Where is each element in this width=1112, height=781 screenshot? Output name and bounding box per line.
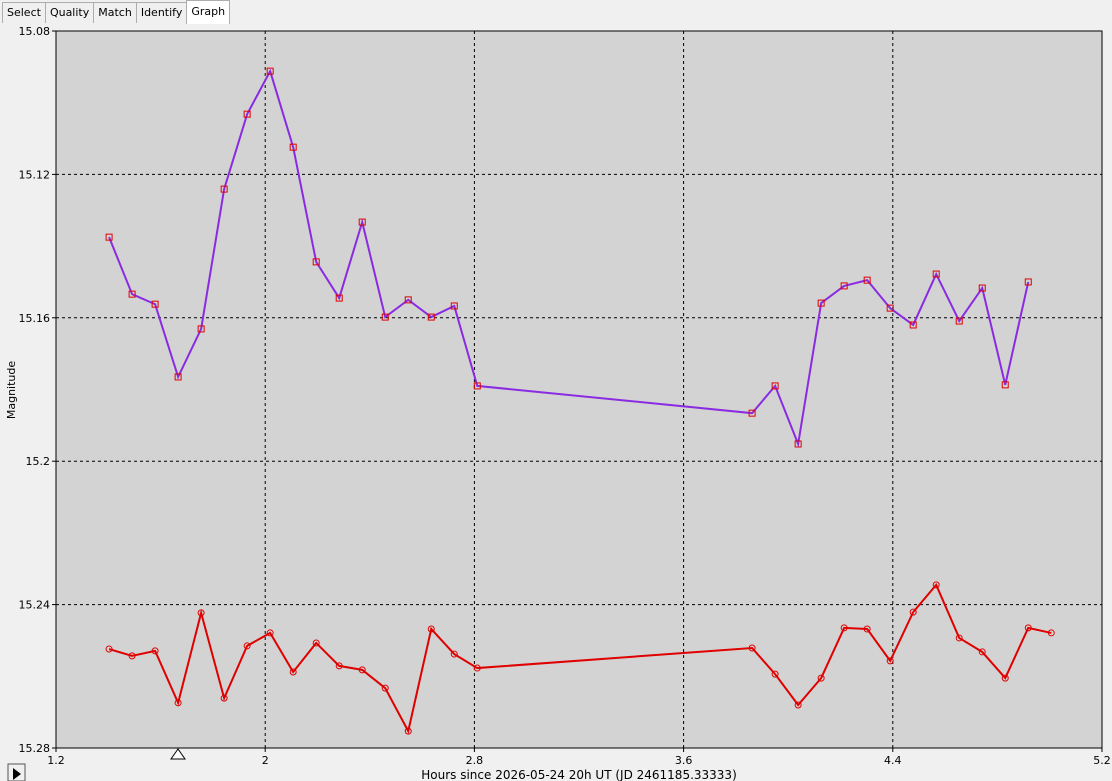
data-point [427,625,435,633]
y-tick-label: 15.08 [19,25,51,38]
play-icon [13,768,21,780]
data-point [932,581,940,589]
data-point [863,276,871,284]
data-point [978,284,986,292]
data-point [771,670,779,678]
tab[interactable]: Identify [135,2,188,23]
data-point [794,701,802,709]
data-point [381,684,389,692]
data-point [220,694,228,702]
data-point [174,373,182,381]
data-point [863,625,871,633]
data-point [909,608,917,616]
data-point [335,294,343,302]
plot-area: 1.2 2 2.8 3.6 4.4 5.2 15.08 15.12 15.16 15.2 15.24… [19,25,1111,767]
x-tick-label: 3.6 [675,754,693,767]
data-point [1047,629,1055,637]
data-point [358,666,366,674]
x-tick-label: 5.2 [1093,754,1111,767]
cursor-marker[interactable] [170,748,186,760]
data-point [817,299,825,307]
x-tick-label: 2 [262,754,269,767]
y-tick-label: 15.16 [19,312,51,325]
data-point [1024,624,1032,632]
data-point [289,668,297,676]
data-point [105,233,113,241]
data-point [243,110,251,118]
y-tick-label: 15.12 [19,168,51,181]
data-point [358,218,366,226]
data-point [748,644,756,652]
data-point [174,699,182,707]
data-point [886,304,894,312]
data-point [817,674,825,682]
data-point [932,270,940,278]
data-point [151,647,159,655]
data-point [909,321,917,329]
plot-background [56,31,1102,748]
data-point [335,662,343,670]
data-point [771,382,779,390]
x-tick-label: 1.2 [47,754,65,767]
tab[interactable]: Quality [44,2,95,23]
data-point [404,727,412,735]
data-point [886,657,894,665]
series-line [108,583,1052,734]
plot-frame [55,30,1103,749]
y-tick-label: 15.28 [19,742,51,755]
data-point [128,652,136,660]
data-point [266,629,274,637]
y-tick-label: 15.24 [19,599,51,612]
tab[interactable]: Match [93,2,137,23]
tab-bar: Select Quality Match Identify Graph [2,0,231,24]
y-tick-label: 15.2 [26,455,51,468]
data-point [1001,381,1009,389]
series-line [108,68,1030,448]
data-point [1001,674,1009,682]
data-point [197,325,205,333]
data-point [748,409,756,417]
data-point [955,317,963,325]
data-point [381,313,389,321]
data-point [243,642,251,650]
tab[interactable]: Graph [186,0,231,24]
data-point [794,440,802,448]
data-point [840,624,848,632]
data-point [450,302,458,310]
data-point [473,664,481,672]
data-point [840,282,848,290]
data-point [220,185,228,193]
x-tick-label: 2.8 [466,754,484,767]
data-point [105,645,113,653]
y-axis-label: Magnitude [5,361,18,420]
data-point [197,609,205,617]
data-point [427,313,435,321]
data-point [473,382,481,390]
data-point [312,639,320,647]
x-tick-label: 4.4 [884,754,902,767]
data-point [312,258,320,266]
data-point [450,650,458,658]
x-axis-label: Hours since 2026-05-24 20h UT (JD 246118… [421,768,737,781]
data-point [266,67,274,75]
data-point [955,634,963,642]
data-point [151,300,159,308]
data-point [289,143,297,151]
data-point [1024,278,1032,286]
data-point [978,648,986,656]
data-point [128,290,136,298]
data-point [404,296,412,304]
